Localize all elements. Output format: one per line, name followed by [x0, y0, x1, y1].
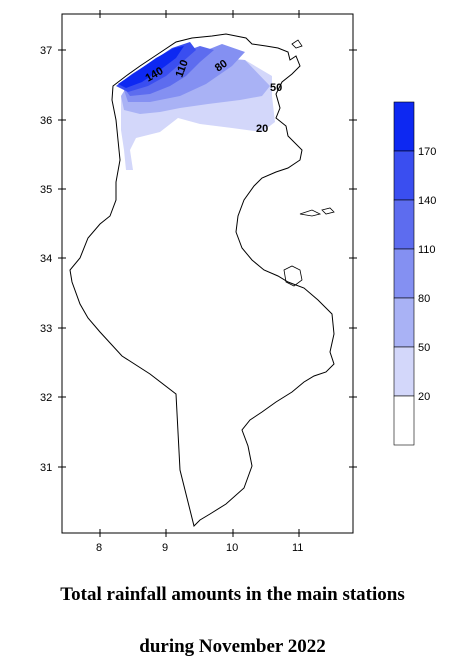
x-axis: 8 9 10 11 [96, 10, 303, 554]
rainfall-zone-170-plus [118, 46, 184, 88]
y-tick-34: 34 [40, 253, 52, 265]
x-tick-10: 10 [226, 542, 238, 554]
caption-title: Total rainfall amounts in the main stati… [60, 584, 405, 605]
caption-subtitle: during November 2022 [139, 636, 326, 657]
legend-swatch-20-50 [393, 346, 415, 397]
legend-label-80: 80 [418, 293, 430, 305]
y-tick-37: 37 [40, 45, 52, 57]
contour-label-50: 50 [270, 82, 282, 94]
contour-label-80: 80 [213, 58, 230, 75]
legend-label-50: 50 [418, 342, 430, 354]
country-border [69, 33, 335, 527]
legend-swatch-140-170 [393, 150, 415, 201]
legend-swatch-80-110 [393, 248, 415, 299]
legend-label-110: 110 [418, 244, 436, 256]
rainfall-fill [116, 42, 275, 170]
contour-label-110: 110 [174, 58, 191, 79]
island-kerkennah [299, 207, 335, 217]
y-tick-31: 31 [40, 462, 52, 474]
legend-colorbar: 170 140 110 80 50 20 [393, 101, 436, 446]
x-tick-8: 8 [96, 542, 102, 554]
island-north [291, 39, 303, 49]
rainfall-map: 140 110 80 50 20 37 36 35 34 33 32 31 [40, 10, 436, 554]
y-axis: 37 36 35 34 33 32 31 [40, 45, 357, 474]
y-tick-32: 32 [40, 392, 52, 404]
island-djerba [283, 265, 303, 287]
legend-swatch-50-80 [393, 297, 415, 348]
x-tick-9: 9 [162, 542, 168, 554]
y-tick-36: 36 [40, 115, 52, 127]
map-frame [61, 13, 354, 534]
contour-label-20: 20 [256, 123, 268, 135]
x-tick-11: 11 [292, 542, 303, 554]
y-tick-35: 35 [40, 184, 52, 196]
legend-label-140: 140 [418, 195, 436, 207]
legend-label-20: 20 [418, 391, 430, 403]
y-tick-33: 33 [40, 323, 52, 335]
legend-label-170: 170 [418, 146, 436, 158]
legend-swatch-110-140 [393, 199, 415, 250]
legend-swatch-below-20 [393, 395, 415, 446]
legend-swatch-above-170 [393, 101, 415, 152]
